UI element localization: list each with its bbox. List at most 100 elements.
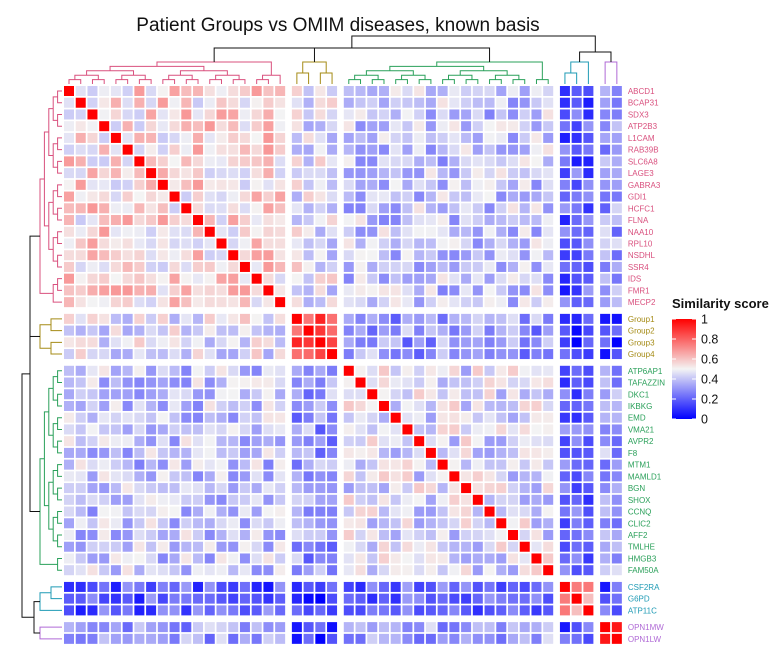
heatmap-cell [355,506,366,517]
heatmap-cell [378,506,389,517]
heatmap-cell [355,97,366,108]
heatmap-cell [110,581,121,592]
heatmap-cell [87,389,98,400]
heatmap-cell [402,483,413,494]
heatmap-cell [315,337,326,348]
heatmap-cell [75,471,86,482]
heatmap-cell [263,168,274,179]
heatmap-cell [378,593,389,604]
dendrogram-branch [57,113,62,127]
heatmap-cell [583,565,594,576]
heatmap-cell [402,593,413,604]
heatmap-cell [75,168,86,179]
heatmap-cells [64,86,622,644]
heatmap-cell [327,203,338,214]
heatmap-cell [390,203,401,214]
heatmap-cell [239,337,250,348]
heatmap-cell [122,132,133,143]
heatmap-cell [275,203,286,214]
heatmap-cell [303,203,314,214]
heatmap-cell [531,400,542,411]
heatmap-cell [228,132,239,143]
heatmap-cell [251,494,262,505]
heatmap-cell [367,191,378,202]
dendrogram-branch [442,79,455,84]
heatmap-cell [559,581,570,592]
heatmap-cell [134,285,145,296]
heatmap-cell [583,226,594,237]
heatmap-cell [75,297,86,308]
heatmap-cell [472,97,483,108]
heatmap-cell [425,226,436,237]
heatmap-cell [327,179,338,190]
heatmap-cell [327,506,338,517]
heatmap-cell [508,191,519,202]
heatmap-cell [146,349,157,360]
heatmap-cell [414,530,425,541]
heatmap-cell [251,622,262,633]
heatmap-cell [496,436,507,447]
heatmap-cell [472,412,483,423]
heatmap-cell [216,565,227,576]
heatmap-cell [367,593,378,604]
heatmap-cell [367,565,378,576]
heatmap-cell [99,553,110,564]
heatmap-cell [291,285,302,296]
heatmap-cell [425,633,436,644]
heatmap-cell [559,412,570,423]
heatmap-cell [216,541,227,552]
row-label: IKBKG [628,402,652,411]
dendrogram-branch [371,79,385,84]
legend-tick-label: 1 [701,313,708,327]
heatmap-cell [216,203,227,214]
heatmap-cell [543,109,554,120]
heatmap-cell [559,483,570,494]
heatmap-cell [508,215,519,226]
row-label: L1CAM [628,134,655,143]
heatmap-cell [327,132,338,143]
heatmap-cell [414,365,425,376]
heatmap-cell [134,250,145,261]
heatmap-cell [122,226,133,237]
heatmap-cell [461,447,472,458]
heatmap-cell [64,250,74,261]
heatmap-cell [193,203,204,214]
heatmap-cell [251,215,262,226]
heatmap-cell [263,144,274,155]
heatmap-cell [559,215,570,226]
heatmap-cell [193,132,204,143]
heatmap-cell [327,483,338,494]
heatmap-cell [303,156,314,167]
heatmap-cell [402,377,413,388]
heatmap-cell [611,530,622,541]
heatmap-cell [559,97,570,108]
heatmap-cell [157,285,168,296]
heatmap-cell [449,593,460,604]
heatmap-cell [134,471,145,482]
heatmap-cell [169,179,180,190]
heatmap-cell [193,226,204,237]
heatmap-cell [571,365,582,376]
heatmap-cell [239,530,250,541]
heatmap-cell [181,389,192,400]
heatmap-cell [425,97,436,108]
heatmap-cell [263,132,274,143]
heatmap-cell [87,109,98,120]
heatmap-cell [378,553,389,564]
dendrogram-branch [39,178,54,294]
heatmap-cell [99,447,110,458]
dendrogram-branch [215,74,240,80]
heatmap-cell [390,238,401,249]
heatmap-cell [275,494,286,505]
heatmap-cell [169,389,180,400]
heatmap-cell [472,447,483,458]
heatmap-cell [122,389,133,400]
heatmap-cell [251,250,262,261]
heatmap-cell [611,97,622,108]
heatmap-cell [425,541,436,552]
heatmap-cell [216,325,227,336]
heatmap-cell [583,622,594,633]
heatmap-cell [367,494,378,505]
heatmap-cell [239,238,250,249]
heatmap-cell [583,215,594,226]
